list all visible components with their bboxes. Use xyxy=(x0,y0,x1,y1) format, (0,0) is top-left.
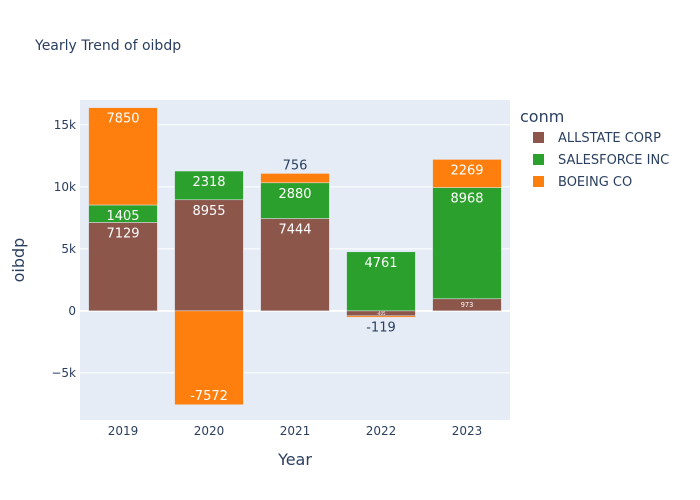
bar-data-label: -405 xyxy=(376,311,386,316)
bar-data-label: -7572 xyxy=(190,389,228,404)
y-tick-label: 15k xyxy=(54,118,76,132)
bar-data-label: 2880 xyxy=(278,187,311,202)
y-axis-ticks: −5k 0 5k 10k 15k xyxy=(51,118,76,380)
legend-item-label: SALESFORCE INC xyxy=(558,153,669,168)
x-axis-title: Year xyxy=(277,450,312,469)
y-axis-title: oibdp xyxy=(9,238,28,283)
bar-data-label: 7129 xyxy=(106,226,139,241)
bar-data-label: 756 xyxy=(283,158,308,173)
bar-segment xyxy=(432,159,502,188)
x-axis-ticks: 2019 2020 2021 2022 2023 xyxy=(108,424,483,438)
x-tick-label: 2020 xyxy=(194,424,225,438)
bars xyxy=(88,107,502,406)
y-tick-label: 0 xyxy=(68,304,76,318)
bar-data-label: 7444 xyxy=(278,223,311,238)
bar-segment xyxy=(346,315,416,318)
bar-labels: 7129 8955 7444 -405 973 1405 2318 2880 4761 8968 7… xyxy=(106,112,483,404)
bar-segment xyxy=(174,310,244,406)
bar-data-label: 8955 xyxy=(192,204,225,219)
x-tick-label: 2023 xyxy=(452,424,483,438)
bar-data-label: 8968 xyxy=(450,192,483,207)
bar-data-label: -119 xyxy=(366,320,396,335)
x-tick-label: 2021 xyxy=(280,424,311,438)
bar-segment xyxy=(260,173,330,184)
bar-data-label: 973 xyxy=(461,301,474,309)
bar-segment xyxy=(260,218,330,312)
y-tick-label: 10k xyxy=(54,180,76,194)
legend: conm ALLSTATE CORP SALESFORCE INC BOEING C… xyxy=(520,107,669,190)
bar-data-label: 7850 xyxy=(106,112,139,127)
bar-segment xyxy=(432,187,502,300)
bar-data-label: 2269 xyxy=(450,163,483,178)
legend-swatch xyxy=(533,132,544,143)
x-tick-label: 2019 xyxy=(108,424,139,438)
bar-segment xyxy=(346,251,416,312)
bar-data-label: 4761 xyxy=(364,256,397,271)
legend-swatch xyxy=(533,176,544,187)
legend-item-label: ALLSTATE CORP xyxy=(558,131,661,146)
bar-segment xyxy=(88,222,158,312)
bar-data-label: 1405 xyxy=(106,209,139,224)
bar-segment xyxy=(174,170,244,201)
legend-swatch xyxy=(533,154,544,165)
bar-data-label: 2318 xyxy=(192,175,225,190)
legend-item-label: BOEING CO xyxy=(558,175,632,190)
y-tick-label: −5k xyxy=(51,366,76,380)
legend-title: conm xyxy=(520,107,564,126)
bar-segment xyxy=(260,182,330,219)
y-tick-label: 5k xyxy=(61,242,76,256)
bar-segment xyxy=(88,107,158,206)
chart-title: Yearly Trend of oibdp xyxy=(34,38,181,54)
bar-segment xyxy=(174,199,244,312)
x-tick-label: 2022 xyxy=(366,424,397,438)
